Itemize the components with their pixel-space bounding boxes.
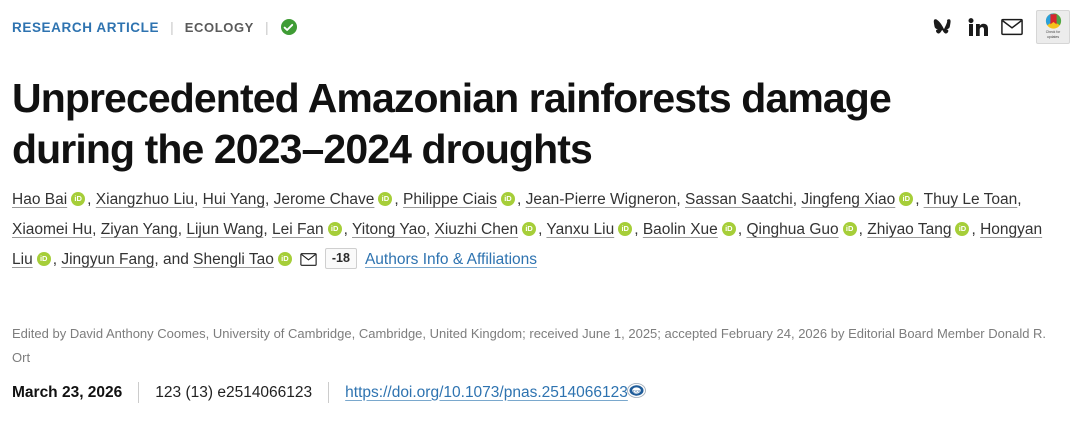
author-name[interactable]: Jingyun Fang [61,251,155,268]
doi-link[interactable]: https://doi.org/10.1073/pnas.2514066123 [345,383,628,401]
crossmark-check-for-updates-badge[interactable]: Check for updates [1036,10,1070,44]
orcid-id-icon[interactable] [522,222,537,236]
author-separator: , [634,221,643,238]
affiliation-count-badge[interactable]: -18 [324,248,357,269]
author-separator: , [425,221,435,238]
orcid-id-icon[interactable] [378,192,393,206]
svg-text:DOI: DOI [633,388,640,393]
orcid-id-icon[interactable] [327,222,342,236]
author-separator: , [263,221,272,238]
author-name[interactable]: Jean-Pierre Wigneron [525,191,677,208]
author-separator: , [676,191,685,208]
author-separator: , [394,191,404,208]
author-name[interactable]: Ziyan Yang [100,221,178,238]
doi-logo-icon: DOI [626,382,646,403]
linkedin-icon[interactable] [968,17,988,37]
topbar: RESEARCH ARTICLE | ECOLOGY | [12,10,1070,44]
orcid-id-icon[interactable] [955,222,970,236]
author-name[interactable]: Thuy Le Toan [923,191,1018,208]
author-name[interactable]: Lei Fan [271,221,324,238]
editor-note: Edited by David Anthony Coomes, Universi… [12,326,1047,365]
author-separator: , [194,191,203,208]
author-separator: , [516,191,526,208]
author-name[interactable]: Lijun Wang [186,221,264,238]
orcid-id-icon[interactable] [618,222,633,236]
author-separator: , [52,251,62,268]
meta-divider-2 [328,382,330,403]
page-title: Unprecedented Amazonian rainforests dama… [12,75,892,173]
author-separator: , and [154,251,194,268]
subject-area-label[interactable]: ECOLOGY [184,19,254,35]
author-separator: , [343,221,353,238]
share-icon-group: Check for updates [933,10,1070,44]
volume-issue-eid: 123 (13) e2514066123 [155,383,313,401]
orcid-id-icon[interactable] [721,222,736,236]
crossmark-logo-icon [1045,13,1062,29]
author-separator: , [915,191,924,208]
author-name[interactable]: Jingfeng Xiao [801,191,896,208]
author-name[interactable]: Xiaomei Hu [12,221,93,238]
author-separator: , [971,221,981,238]
publication-meta: March 23, 2026 123 (13) e2514066123 http… [12,382,646,403]
orcid-id-icon[interactable] [899,192,914,206]
bluesky-butterfly-icon[interactable] [933,18,955,37]
author-name[interactable]: Xiuzhi Chen [434,221,519,238]
author-name[interactable]: Hongyan Liu [12,221,1043,268]
publication-date: March 23, 2026 [12,383,123,401]
email-icon[interactable] [1001,18,1023,36]
author-name[interactable]: Philippe Ciais [403,191,497,208]
author-separator: , [1017,191,1022,208]
author-name[interactable]: Hao Bai [12,191,68,208]
orcid-id-icon[interactable] [500,192,515,206]
author-separator: , [737,221,747,238]
author-name[interactable]: Hui Yang [202,191,265,208]
crossmark-label-line2: updates [1046,35,1060,40]
kicker-separator-1: | [170,19,174,35]
meta-divider-1 [138,382,140,403]
author-separator: , [265,191,274,208]
article-type-kicker[interactable]: RESEARCH ARTICLE [12,19,160,35]
author-name[interactable]: Jerome Chave [273,191,375,208]
author-name[interactable]: Qinghua Guo [746,221,839,238]
author-separator: , [87,191,96,208]
orcid-id-icon[interactable] [71,192,86,206]
crossmark-label-line1: Check for [1045,30,1061,34]
orcid-id-icon[interactable] [36,252,51,266]
open-access-check-icon [280,19,297,35]
author-separator: , [858,221,868,238]
author-separator: , [538,221,547,238]
kicker-separator-2: | [264,19,269,35]
author-name[interactable]: Zhiyao Tang [867,221,952,238]
author-name[interactable]: Sassan Saatchi [684,191,793,208]
orcid-id-icon[interactable] [842,222,857,236]
author-name[interactable]: Shengli Tao [193,251,274,268]
author-name[interactable]: Baolin Xue [642,221,718,238]
author-separator: , [792,191,802,208]
orcid-id-icon[interactable] [277,252,292,266]
author-name[interactable]: Yitong Yao [352,221,426,238]
authors-info-affiliations-link[interactable]: Authors Info & Affiliations [364,251,538,268]
author-name[interactable]: Xiangzhuo Liu [95,191,195,208]
author-name[interactable]: Yanxu Liu [546,221,615,238]
author-list: Hao Bai, Xiangzhuo Liu, Hui Yang, Jerome… [12,185,1058,277]
corresponding-author-email-icon[interactable] [300,247,317,277]
author-separator: , [92,221,101,238]
author-separator: , [177,221,187,238]
